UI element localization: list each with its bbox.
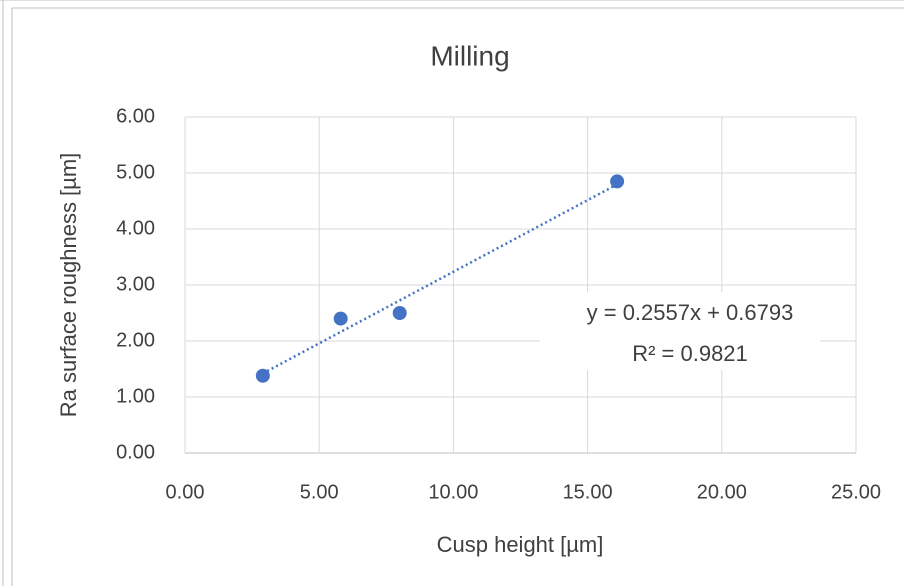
x-tick-label: 0.00	[166, 481, 205, 503]
point	[255, 368, 270, 383]
point	[392, 306, 407, 320]
trendline-equation: y = 0.2557x + 0.6793	[587, 300, 794, 325]
y-tick-label: 5.00	[116, 161, 155, 183]
x-tick-label: 10.00	[428, 481, 478, 503]
point	[333, 311, 348, 326]
y-axis-label: Ra surface roughness [µm]	[56, 153, 81, 418]
y-tick-label: 6.00	[116, 105, 155, 127]
x-tick-label: 15.00	[563, 481, 613, 503]
y-tick-label: 4.00	[116, 217, 155, 239]
x-tick-label: 5.00	[300, 481, 339, 503]
x-tick-label: 20.00	[697, 481, 747, 503]
y-tick-label: 1.00	[116, 385, 155, 407]
trendline	[262, 183, 618, 375]
y-tick-label: 0.00	[116, 441, 155, 463]
chart-title: Milling	[430, 40, 509, 71]
x-tick-label: 25.00	[831, 481, 881, 503]
y-tick-label: 2.00	[116, 329, 155, 351]
point	[610, 174, 625, 189]
trendline-r2: R² = 0.9821	[632, 341, 748, 366]
equation-box	[540, 292, 820, 370]
y-tick-label: 3.00	[116, 273, 155, 295]
x-axis-label: Cusp height [µm]	[437, 532, 604, 557]
